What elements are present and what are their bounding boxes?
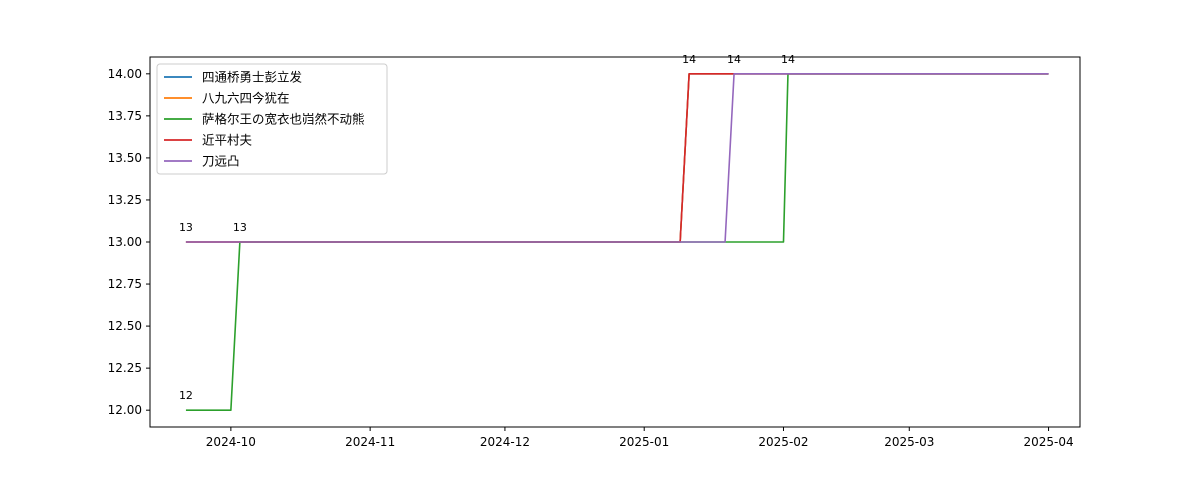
x-tick-label-2: 2024-12	[480, 435, 530, 449]
y-axis: 12.00 12.25 12.50 12.75 13.00 13.25 13.50 13.75…	[108, 67, 150, 417]
series-lines	[185, 73, 1049, 411]
annotation-label-0: 13	[179, 221, 193, 234]
y-tick-label-0: 12.00	[108, 403, 142, 417]
annotation-label-2: 12	[179, 389, 193, 402]
legend-label-1: 八九六四今犹在	[202, 91, 290, 106]
data-annotations: 13 13 12 14 14 14	[179, 53, 795, 402]
x-tick-label-1: 2024-11	[345, 435, 395, 449]
y-tick-label-2: 12.50	[108, 319, 142, 333]
series-line-4	[185, 73, 1049, 243]
annotation-label-5: 14	[781, 53, 795, 66]
legend-label-2: 萨格尔王の宽衣也岿然不动熊	[202, 112, 365, 127]
annotation-label-1: 13	[233, 221, 247, 234]
legend-box	[156, 63, 388, 175]
legend-label-4: 刀远凸	[202, 154, 240, 169]
x-tick-label-6: 2025-04	[1023, 435, 1073, 449]
y-tick-label-7: 13.75	[108, 109, 142, 123]
y-tick-label-8: 14.00	[108, 67, 142, 81]
x-tick-label-0: 2024-10	[206, 435, 256, 449]
x-tick-label-3: 2025-01	[619, 435, 669, 449]
legend-label-0: 四通桥勇士彭立发	[202, 70, 303, 85]
legend-label-3: 近平村夫	[202, 133, 253, 148]
x-axis: 2024-10 2024-11 2024-12 2025-01 2025-02 2025-…	[206, 427, 1074, 449]
annotation-label-3: 14	[682, 53, 696, 66]
y-tick-label-3: 12.75	[108, 277, 142, 291]
y-tick-label-6: 13.50	[108, 151, 142, 165]
x-tick-label-5: 2025-03	[884, 435, 934, 449]
x-tick-label-4: 2025-02	[758, 435, 808, 449]
annotation-label-4: 14	[727, 53, 741, 66]
y-tick-label-4: 13.00	[108, 235, 142, 249]
y-tick-label-5: 13.25	[108, 193, 142, 207]
y-tick-label-1: 12.25	[108, 361, 142, 375]
